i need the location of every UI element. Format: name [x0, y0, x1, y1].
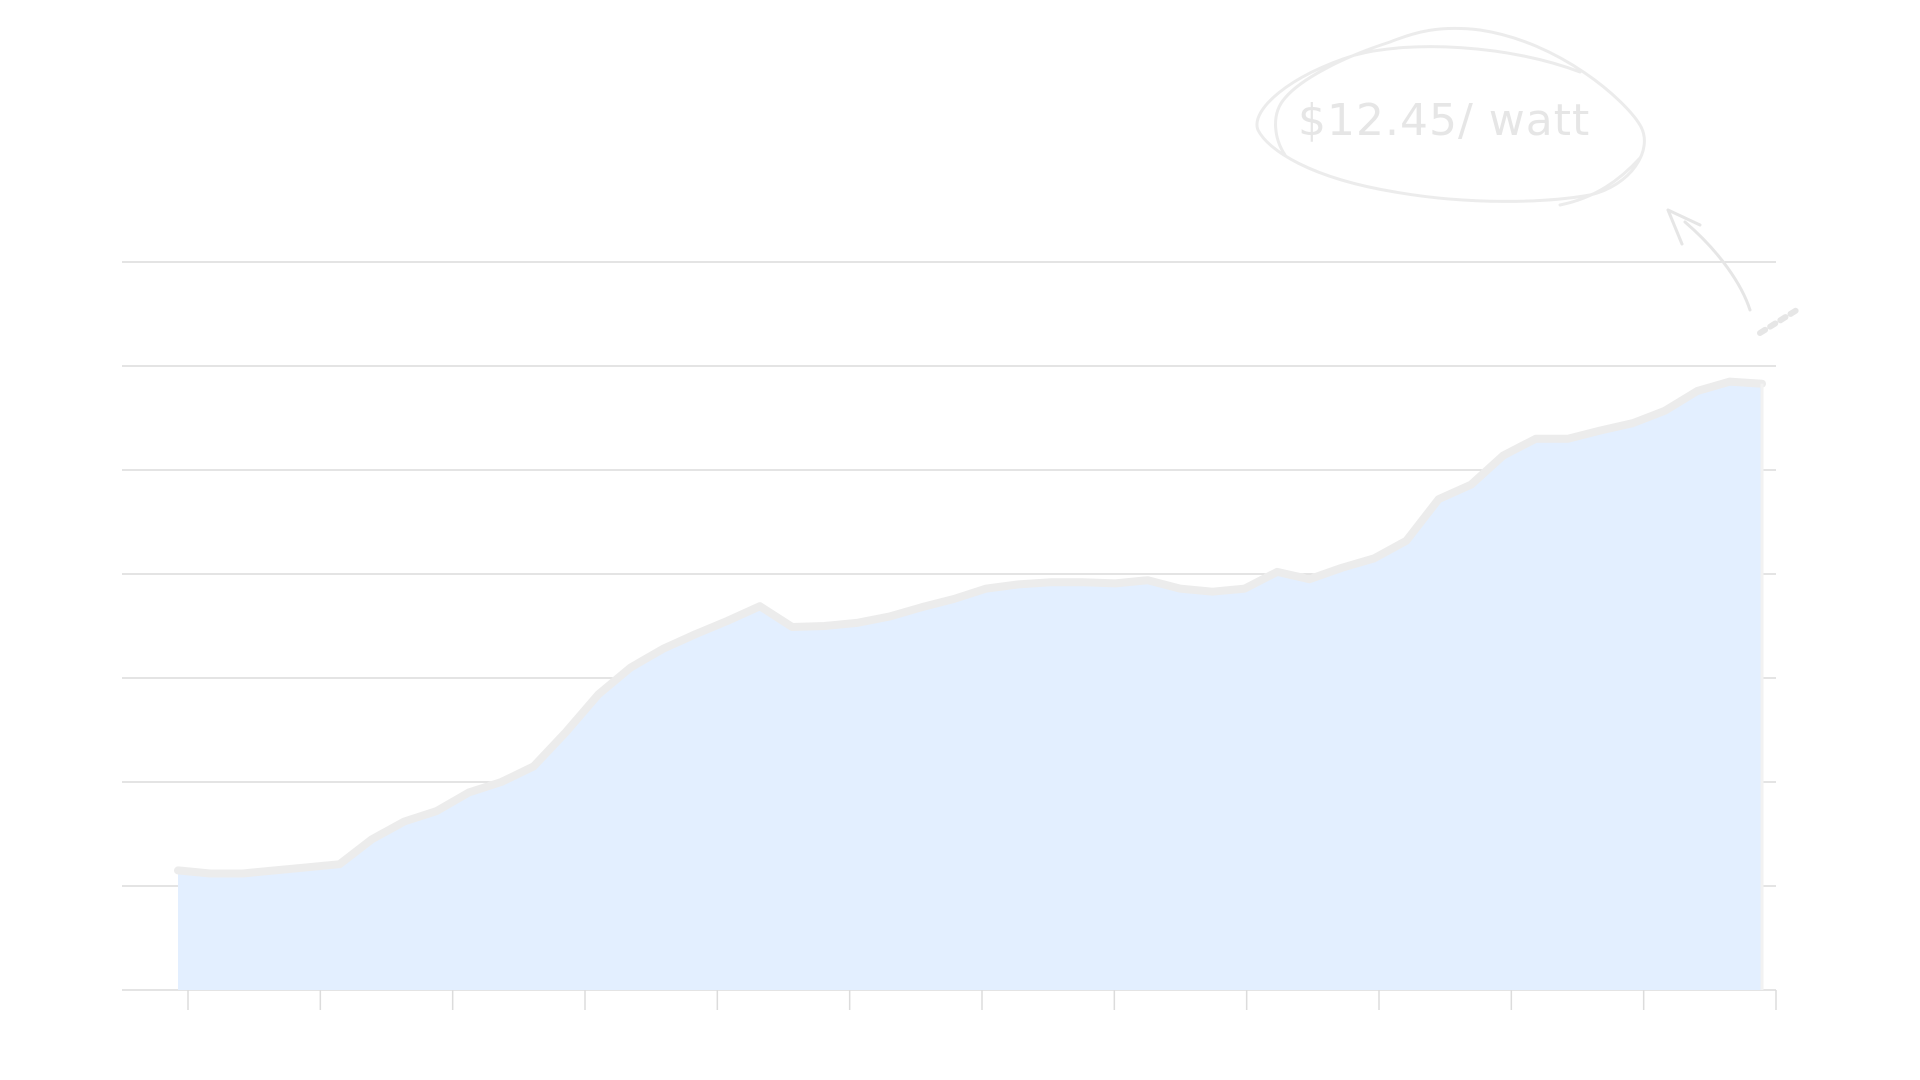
data-point	[241, 872, 245, 875]
data-point	[1469, 483, 1473, 487]
data-point	[984, 587, 988, 591]
area-series	[174, 377, 1766, 991]
data-point	[1598, 429, 1602, 432]
data-point	[1049, 580, 1053, 584]
data-point	[1210, 590, 1214, 594]
data-point	[208, 872, 212, 875]
annotation-sketch	[1255, 26, 1803, 336]
data-point	[1728, 380, 1732, 384]
data-point	[1631, 421, 1635, 425]
data-point	[1275, 570, 1279, 574]
annotation-label: $12.45/ watt	[1298, 95, 1591, 146]
data-point	[370, 837, 374, 841]
data-point	[1663, 409, 1667, 413]
data-point	[1695, 389, 1699, 393]
data-point	[952, 597, 956, 601]
data-point	[1566, 437, 1570, 441]
data-point	[1114, 581, 1117, 585]
data-point	[467, 790, 471, 794]
data-point	[1534, 437, 1538, 441]
data-point	[435, 809, 439, 813]
data-point	[1372, 556, 1376, 560]
data-point	[1437, 497, 1441, 501]
data-point	[402, 820, 406, 823]
data-point	[1307, 577, 1311, 581]
data-point	[1081, 580, 1085, 584]
data-point	[1017, 582, 1020, 586]
data-point	[273, 868, 277, 872]
data-point	[1404, 539, 1408, 543]
data-point	[726, 619, 730, 623]
data-point	[887, 615, 891, 619]
series-line	[174, 377, 1766, 878]
data-point	[920, 605, 923, 609]
data-point	[499, 780, 503, 784]
data-point	[823, 624, 826, 628]
data-point	[305, 865, 309, 869]
x-axis	[187, 990, 1777, 1010]
data-point	[596, 693, 600, 697]
dotted-trend-icon	[1757, 305, 1803, 336]
data-point	[855, 621, 859, 625]
data-point	[1178, 587, 1182, 591]
data-point	[1501, 453, 1505, 457]
data-point	[1340, 566, 1344, 570]
area-fill	[178, 381, 1762, 991]
data-point	[176, 868, 180, 872]
data-point	[532, 764, 536, 768]
data-point	[758, 604, 762, 608]
data-point	[629, 666, 633, 670]
annotation-circle-tail	[1558, 156, 1642, 207]
data-point	[564, 730, 568, 734]
data-point	[661, 647, 665, 651]
data-point	[338, 862, 342, 866]
arrow-icon	[1666, 208, 1752, 312]
data-point	[1146, 578, 1150, 582]
data-point	[790, 625, 794, 629]
data-point	[1243, 587, 1247, 591]
data-point	[693, 632, 697, 636]
